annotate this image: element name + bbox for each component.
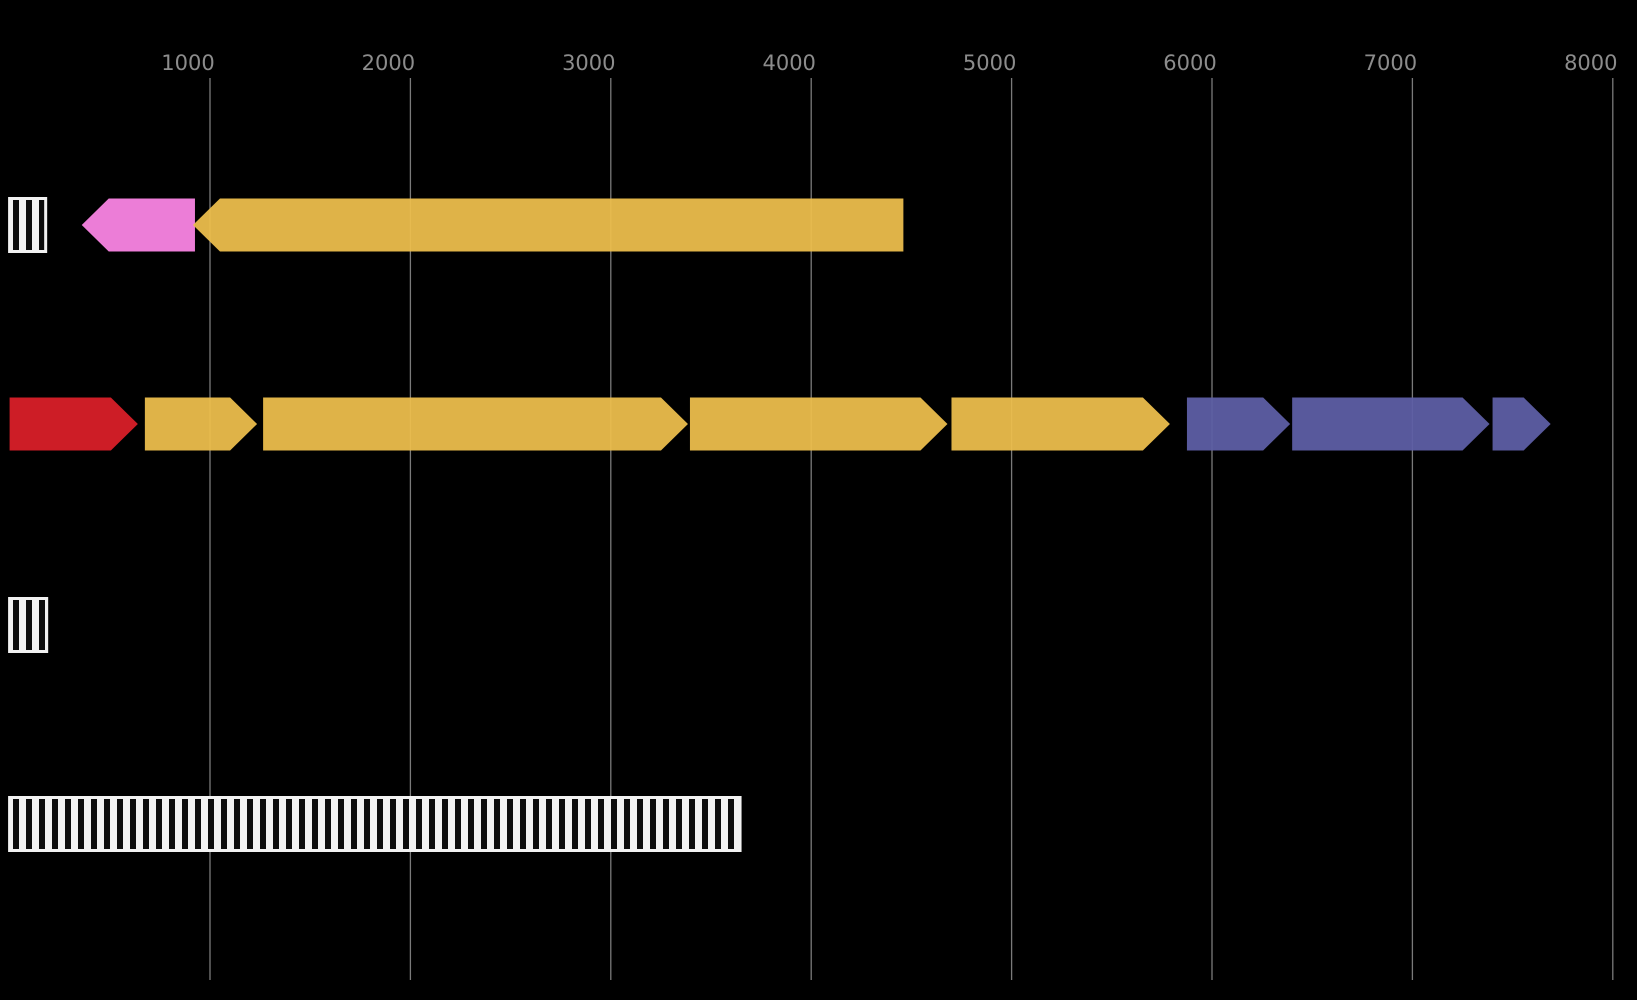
axis-tick-label: 4000 bbox=[762, 51, 815, 75]
gene-arrow-gold-right bbox=[144, 397, 258, 451]
hatched-region-box bbox=[8, 197, 48, 253]
axis-tick-label: 5000 bbox=[963, 51, 1016, 75]
axis-tick-label: 6000 bbox=[1163, 51, 1216, 75]
axis-tick-label: 8000 bbox=[1564, 51, 1617, 75]
axis-tick-label: 1000 bbox=[161, 51, 214, 75]
axis-tick-label: 7000 bbox=[1364, 51, 1417, 75]
gene-arrow-pink-left bbox=[81, 198, 195, 252]
gene-arrow-purple-right bbox=[1492, 397, 1551, 451]
gene-arrow-gold-left bbox=[192, 198, 904, 252]
hatched-region-box bbox=[8, 796, 742, 852]
gene-arrow-purple-right bbox=[1292, 397, 1490, 451]
gene-arrow-purple-right bbox=[1186, 397, 1291, 451]
gene-arrow-gold-right bbox=[263, 397, 688, 451]
gene-arrow-gold-right bbox=[689, 397, 948, 451]
gene-arrow-red-right bbox=[9, 397, 138, 451]
axis-tick-label: 3000 bbox=[562, 51, 615, 75]
gene-arrow-gold-right bbox=[951, 397, 1170, 451]
hatched-region-box bbox=[8, 597, 49, 653]
axis-tick-label: 2000 bbox=[362, 51, 415, 75]
